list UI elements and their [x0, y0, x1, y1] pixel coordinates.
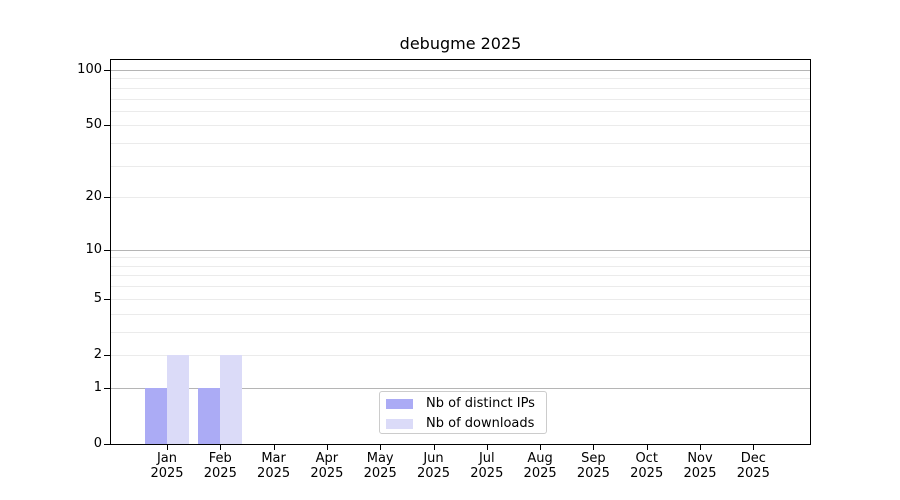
y-tick-mark [104, 197, 110, 198]
x-tick-year: 2025 [416, 466, 451, 481]
gridline-minor [111, 257, 810, 258]
x-tick-label: Dec 2025 [721, 451, 785, 481]
y-tick-mark [104, 250, 110, 251]
chart-title: debugme 2025 [399, 34, 522, 53]
x-tick-mark [700, 444, 701, 450]
x-tick-month: Dec [740, 451, 766, 466]
gridline-minor [111, 314, 810, 315]
gridline-minor [111, 266, 810, 267]
x-tick-mark [540, 444, 541, 450]
gridline-minor [111, 197, 810, 198]
legend-entry-distinct-ips: Nb of distinct IPs [386, 396, 546, 412]
x-tick-label: Feb 2025 [188, 451, 252, 481]
gridline-minor [111, 125, 810, 126]
x-tick-mark [593, 444, 594, 450]
x-tick-year: 2025 [736, 466, 770, 481]
x-tick-month: Oct [635, 451, 658, 466]
x-tick-year: 2025 [683, 466, 717, 481]
x-tick-mark [167, 444, 168, 450]
x-tick-mark [647, 444, 648, 450]
x-tick-month: Jun [423, 451, 444, 466]
legend-swatch-downloads-icon [386, 419, 413, 429]
x-tick-year: 2025 [363, 466, 397, 481]
x-tick-month: Feb [208, 451, 232, 466]
y-tick-mark [104, 444, 110, 445]
gridline-minor [111, 166, 810, 167]
y-tick-label: 10 [85, 241, 102, 257]
x-tick-mark [380, 444, 381, 450]
x-tick-label: Apr 2025 [295, 451, 359, 481]
plot-area [110, 59, 811, 445]
x-tick-month: Jul [478, 451, 495, 466]
x-tick-mark [274, 444, 275, 450]
x-tick-month: Jan [156, 451, 178, 466]
x-tick-year: 2025 [470, 466, 504, 481]
x-tick-mark [434, 444, 435, 450]
y-tick-mark [104, 125, 110, 126]
gridline-major [111, 250, 810, 251]
x-tick-label: Oct 2025 [615, 451, 679, 481]
x-tick-label: Jan 2025 [135, 451, 199, 481]
x-tick-label: Jun 2025 [402, 451, 466, 481]
gridline-minor [111, 88, 810, 89]
bar-distinct-ips-feb [198, 387, 221, 444]
x-tick-year: 2025 [523, 466, 557, 481]
gridline-minor [111, 286, 810, 287]
y-tick-label: 100 [77, 62, 102, 77]
x-tick-year: 2025 [150, 466, 184, 481]
x-tick-month: Aug [527, 451, 553, 466]
legend-entry-downloads: Nb of downloads [386, 416, 546, 432]
x-tick-month: Apr [315, 451, 339, 466]
y-tick-mark [104, 299, 110, 300]
x-tick-month: Sep [581, 451, 606, 466]
x-tick-label: May 2025 [348, 451, 412, 481]
x-tick-label: Nov 2025 [668, 451, 732, 481]
x-tick-label: Jul 2025 [455, 451, 519, 481]
legend: Nb of distinct IPs Nb of downloads [379, 391, 547, 434]
y-tick-label: 2 [93, 346, 102, 362]
gridline-minor [111, 275, 810, 276]
x-tick-mark [753, 444, 754, 450]
legend-label-downloads: Nb of downloads [426, 416, 535, 431]
x-tick-year: 2025 [630, 466, 664, 481]
x-tick-year: 2025 [203, 466, 237, 481]
y-tick-mark [104, 388, 110, 389]
x-tick-month: Nov [687, 451, 713, 466]
gridline-minor [111, 355, 810, 356]
y-tick-label: 0 [93, 436, 102, 451]
x-tick-year: 2025 [576, 466, 610, 481]
y-tick-label: 20 [85, 189, 102, 205]
x-tick-month: May [366, 451, 394, 466]
y-tick-label: 5 [93, 290, 102, 306]
bar-downloads-feb [220, 354, 243, 444]
x-tick-mark [327, 444, 328, 450]
x-tick-month: Mar [261, 451, 286, 466]
x-tick-year: 2025 [310, 466, 344, 481]
x-tick-label: Sep 2025 [561, 451, 625, 481]
legend-label-distinct-ips: Nb of distinct IPs [426, 396, 535, 411]
bar-downloads-jan [167, 354, 189, 444]
y-tick-mark [104, 70, 110, 71]
x-tick-label: Aug 2025 [508, 451, 572, 481]
gridline-minor [111, 143, 810, 144]
y-tick-label: 50 [85, 117, 102, 133]
x-tick-label: Mar 2025 [242, 451, 306, 481]
y-tick-label: 1 [93, 379, 102, 395]
gridline-major [111, 388, 810, 389]
bar-distinct-ips-jan [145, 387, 167, 444]
gridline-minor [111, 299, 810, 300]
gridline-minor [111, 111, 810, 112]
legend-swatch-distinct-ips-icon [386, 399, 413, 409]
x-tick-mark [487, 444, 488, 450]
x-tick-mark [220, 444, 221, 450]
gridline-minor [111, 332, 810, 333]
x-tick-year: 2025 [257, 466, 291, 481]
gridline-minor [111, 78, 810, 79]
gridline-major [111, 70, 810, 71]
gridline-minor [111, 99, 810, 100]
y-tick-mark [104, 355, 110, 356]
